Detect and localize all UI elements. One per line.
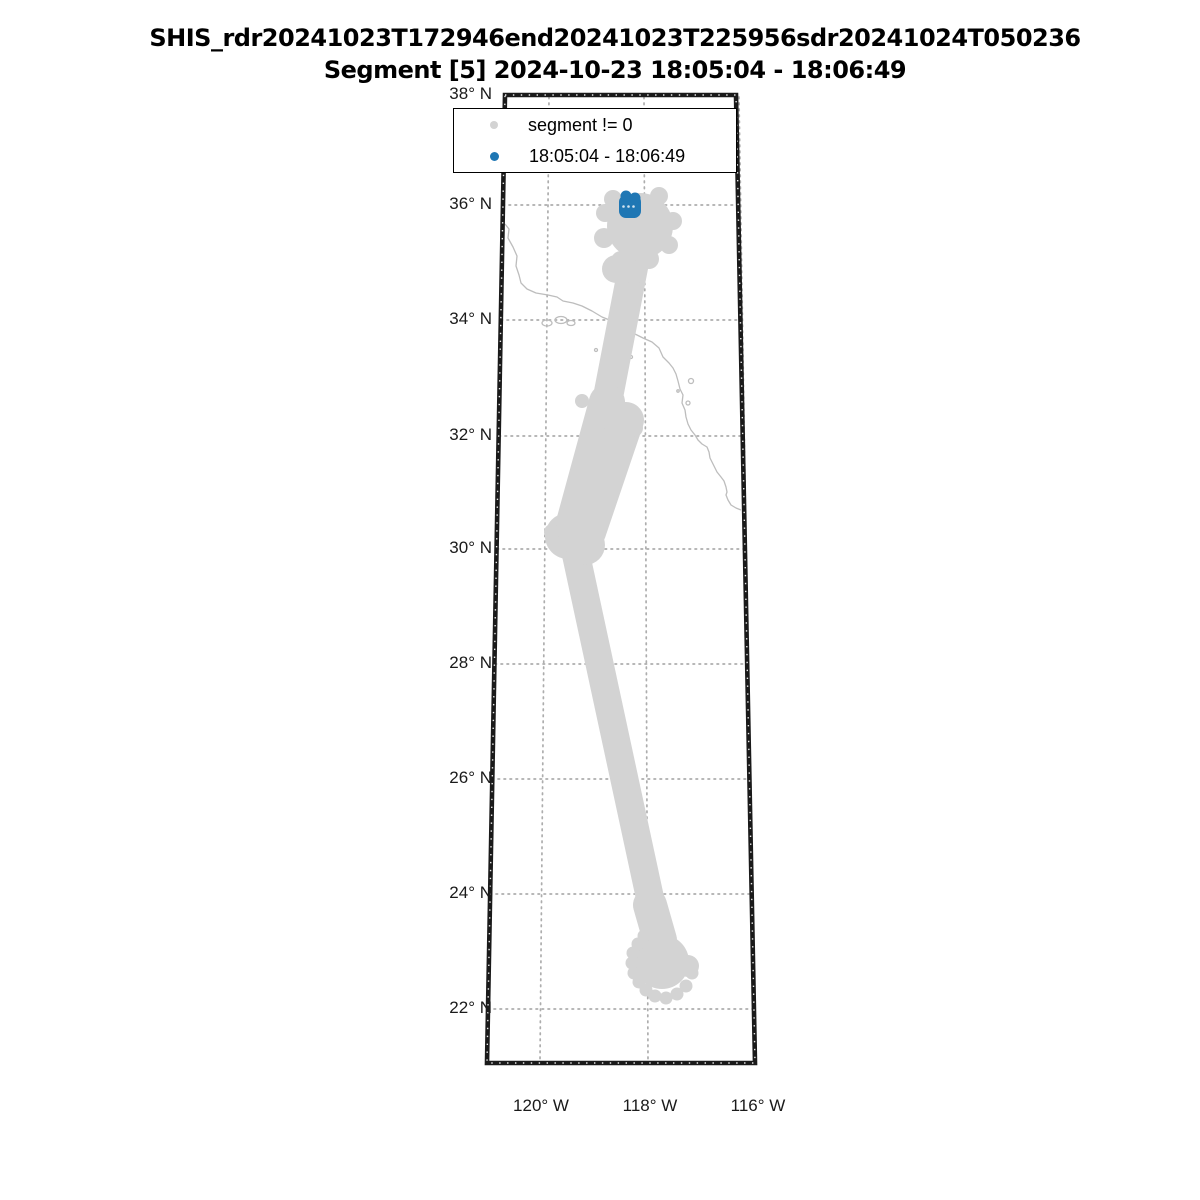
plot-title-line2: Segment [5] 2024-10-23 18:05:04 - 18:06:…: [323, 56, 907, 84]
lat-tick-label-26n: 26° N: [449, 768, 492, 787]
plot-title-line1: SHIS_rdr20241023T172946end20241023T22595…: [149, 24, 1081, 52]
legend-item-selected-segment: 18:05:04 - 18:06:49: [454, 141, 736, 172]
lat-tick-label-30n: 30° N: [449, 538, 492, 557]
coastline: [504, 223, 742, 511]
map-border: [484, 92, 758, 1066]
lat-tick-label-32n: 32° N: [449, 425, 492, 444]
lat-tick-label-34n: 34° N: [449, 309, 492, 328]
lat-tick-label-38n: 38° N: [449, 84, 492, 103]
lon-tick-label-116w: 116° W: [730, 1096, 786, 1115]
lon-tick-label-118w: 118° W: [622, 1096, 678, 1115]
selected-segment-blue: [619, 190, 641, 218]
lat-tick-label-22n: 22° N: [449, 998, 492, 1017]
legend-item-segment-nonzero: segment != 0: [454, 110, 736, 141]
gray-dot-marker-icon: [490, 121, 498, 129]
lat-tick-label-28n: 28° N: [449, 653, 492, 672]
blue-dot-marker-icon: [490, 151, 499, 161]
lon-tick-label-120w: 120° W: [513, 1096, 569, 1115]
flight-track-gray: [544, 187, 699, 1005]
lat-tick-label-24n: 24° N: [449, 883, 492, 902]
legend-label: segment != 0: [528, 114, 633, 135]
legend-label: 18:05:04 - 18:06:49: [529, 145, 686, 166]
legend-box: segment != 0 18:05:04 - 18:06:49: [453, 108, 737, 173]
lat-tick-label-36n: 36° N: [449, 194, 492, 213]
plot-title: SHIS_rdr20241023T172946end20241023T22595…: [15, 22, 1200, 86]
